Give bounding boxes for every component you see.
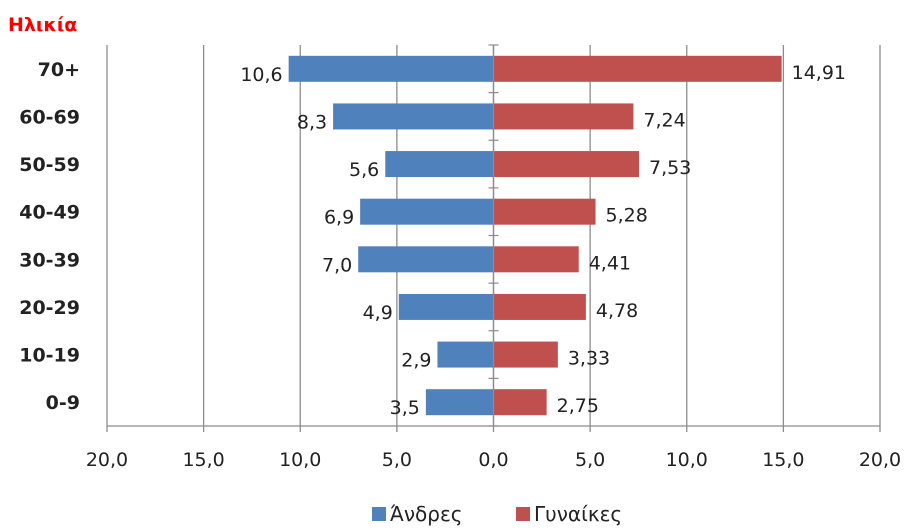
data-label-men: 5,6 (349, 159, 379, 181)
bar-men (398, 293, 494, 320)
x-tick-label: 5,0 (382, 449, 412, 471)
data-label-women: 4,41 (589, 252, 631, 274)
legend-label-men: Άνδρες (390, 502, 463, 526)
category-label: 70+ (38, 59, 80, 81)
bar-women (493, 103, 634, 130)
bar-women (493, 246, 579, 273)
legend-swatch-women (516, 507, 530, 521)
bar-women (493, 341, 558, 368)
data-label-men: 10,6 (240, 64, 282, 86)
bar-women (493, 389, 547, 416)
x-tick-label: 10,0 (666, 449, 708, 471)
category-label: 10-19 (19, 345, 80, 367)
bar-women (493, 198, 596, 225)
category-label: 60-69 (19, 106, 80, 128)
x-tick-label: 5,0 (575, 449, 605, 471)
bar-men (288, 55, 494, 82)
data-label-women: 14,91 (792, 62, 846, 84)
data-label-women: 7,24 (643, 109, 685, 131)
category-label: 50-59 (19, 154, 80, 176)
x-tick-label: 20,0 (86, 449, 128, 471)
bar-women (493, 55, 782, 82)
data-label-men: 4,9 (363, 302, 393, 324)
bar-men (437, 341, 494, 368)
data-label-men: 3,5 (390, 397, 420, 419)
data-label-men: 8,3 (297, 111, 327, 133)
x-tick-label: 15,0 (762, 449, 804, 471)
legend: Άνδρες Γυναίκες (0, 502, 905, 530)
x-tick-label: 10,0 (279, 449, 321, 471)
bar-men (358, 246, 494, 273)
legend-item-men: Άνδρες (372, 502, 463, 526)
bar-women (493, 293, 586, 320)
bar-women (493, 151, 640, 178)
category-label: 40-49 (19, 202, 80, 224)
bar-men (385, 151, 494, 178)
data-label-women: 4,78 (596, 300, 638, 322)
data-label-men: 6,9 (324, 207, 354, 229)
legend-item-women: Γυναίκες (516, 502, 622, 526)
x-tick-label: 0,0 (478, 449, 508, 471)
category-label: 20-29 (19, 297, 80, 319)
bar-men (425, 389, 494, 416)
x-tick-label: 20,0 (859, 449, 901, 471)
bar-men (333, 103, 494, 130)
data-label-women: 2,75 (557, 395, 599, 417)
category-label: 0-9 (46, 392, 80, 414)
bar-men (360, 198, 494, 225)
category-label: 30-39 (19, 249, 80, 271)
data-label-men: 2,9 (401, 350, 431, 372)
legend-label-women: Γυναίκες (534, 502, 623, 526)
chart-title: Ηλικία (8, 14, 78, 36)
x-tick-label: 15,0 (182, 449, 224, 471)
pyramid-chart: 20,0 15,0 10,0 5,0 0,0 5,0 10,0 15,0 20,0 70+ 10,6… (19, 44, 901, 471)
data-label-women: 7,53 (649, 157, 691, 179)
legend-swatch-men (372, 507, 386, 521)
data-label-men: 7,0 (322, 254, 352, 276)
data-label-women: 5,28 (606, 205, 648, 227)
data-label-women: 3,33 (568, 348, 610, 370)
